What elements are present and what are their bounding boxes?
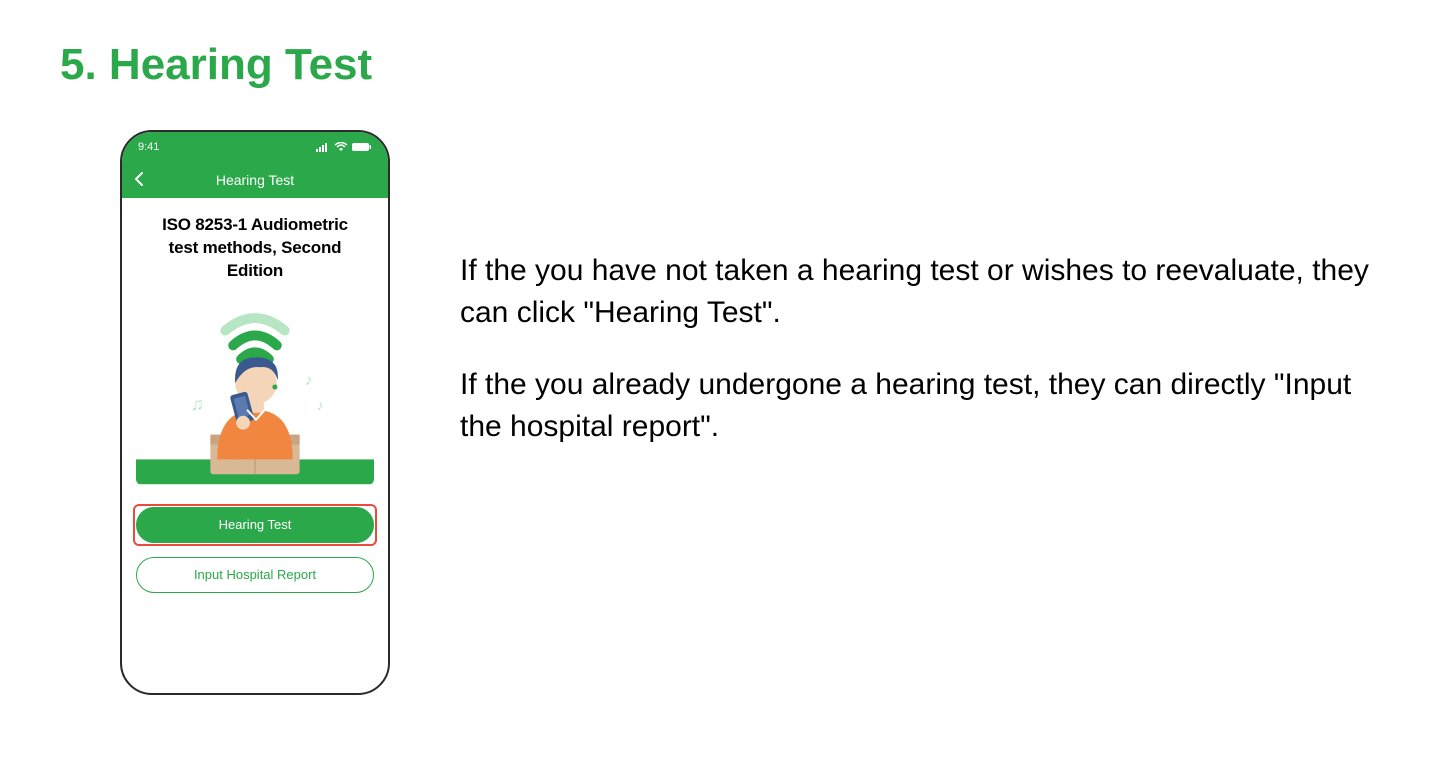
- wifi-icon: [334, 142, 348, 152]
- section-title: 5. Hearing Test: [60, 40, 1381, 90]
- battery-icon: [352, 142, 372, 152]
- iso-title-line3: Edition: [227, 261, 283, 280]
- input-hospital-report-button-label: Input Hospital Report: [194, 567, 316, 582]
- phone-mockup: 9:41: [120, 130, 390, 695]
- description-para-1: If the you have not taken a hearing test…: [460, 250, 1380, 334]
- nav-header: Hearing Test: [122, 162, 388, 198]
- status-bar: 9:41: [122, 132, 388, 162]
- illustration: ♫ ♪ ♪: [136, 295, 374, 485]
- input-hospital-report-button[interactable]: Input Hospital Report: [136, 557, 374, 593]
- description-column: If the you have not taken a hearing test…: [460, 130, 1380, 478]
- signal-icon: [316, 142, 330, 152]
- description-para-2: If the you already undergone a hearing t…: [460, 364, 1380, 448]
- status-icons: [316, 142, 372, 152]
- iso-title-line1: ISO 8253-1 Audiometric: [162, 215, 348, 234]
- svg-text:♫: ♫: [191, 394, 204, 414]
- iso-title-line2: test methods, Second: [169, 238, 342, 257]
- screen-body: ISO 8253-1 Audiometric test methods, Sec…: [122, 198, 388, 623]
- iso-title: ISO 8253-1 Audiometric test methods, Sec…: [136, 214, 374, 283]
- hearing-test-button-label: Hearing Test: [219, 517, 292, 532]
- nav-title: Hearing Test: [122, 172, 388, 188]
- svg-text:♪: ♪: [316, 397, 323, 413]
- illustration-svg: ♫ ♪ ♪: [136, 295, 374, 485]
- content-row: 9:41: [60, 130, 1381, 695]
- hearing-test-button[interactable]: Hearing Test: [136, 507, 374, 543]
- back-icon[interactable]: [134, 171, 144, 190]
- svg-text:♪: ♪: [305, 372, 313, 389]
- status-time: 9:41: [138, 141, 159, 153]
